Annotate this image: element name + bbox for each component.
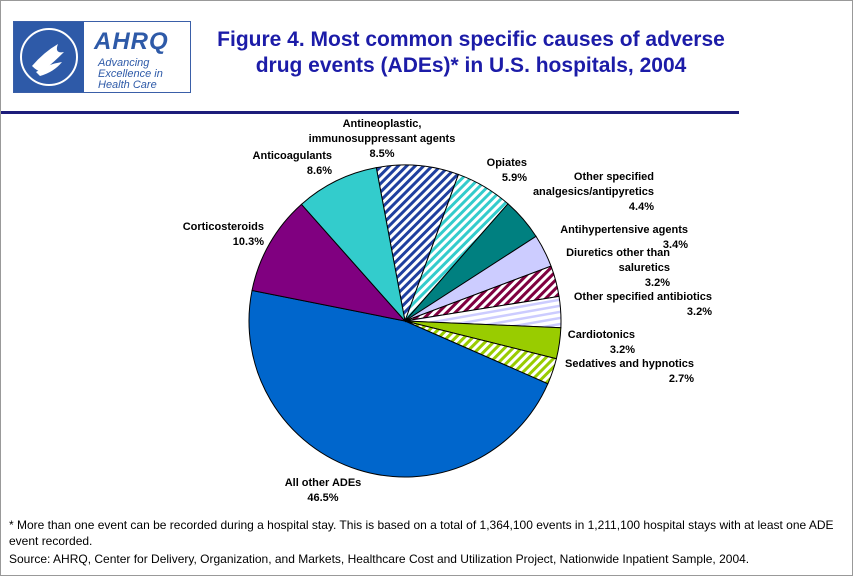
value-label: 2.7% — [668, 373, 694, 385]
pie-slice — [375, 164, 460, 323]
category-label: Sedatives and hypnotics — [565, 358, 694, 370]
pie-slice — [300, 167, 406, 323]
slice-label: Diuretics other than saluretics 3.2% — [551, 246, 670, 291]
value-label: 5.9% — [501, 172, 527, 184]
seal-icon — [20, 28, 78, 86]
value-label: 4.4% — [628, 201, 654, 213]
value-label: 8.5% — [369, 148, 395, 160]
source: Source: AHRQ, Center for Delivery, Organ… — [9, 552, 750, 566]
value-label: 10.3% — [232, 236, 264, 248]
value-label: 3.2% — [609, 344, 635, 356]
slice-label: Antineoplastic, immunosuppressant agents… — [299, 117, 465, 162]
slice-label: Other specified antibiotics 3.2% — [549, 290, 712, 320]
pie-slice — [251, 203, 407, 322]
category-label: Antihypertensive agents — [560, 224, 688, 236]
header-rule — [1, 111, 739, 114]
category-label: Opiates — [486, 157, 527, 169]
logo-name: AHRQ — [94, 28, 169, 55]
value-label: 3.2% — [686, 306, 712, 318]
category-label: Other specified analgesics/antipyretics — [532, 171, 654, 198]
value-label: 3.2% — [644, 277, 670, 289]
value-label: 8.6% — [306, 165, 332, 177]
slice-label: Sedatives and hypnotics 2.7% — [541, 357, 694, 387]
value-label: 46.5% — [307, 492, 339, 504]
footnote: * More than one event can be recorded du… — [9, 518, 834, 548]
slice-label: Opiates 5.9% — [471, 156, 527, 186]
category-label: Other specified antibiotics — [573, 291, 712, 303]
category-label: Corticosteroids — [182, 221, 264, 233]
pie-slice — [248, 289, 549, 478]
slice-label: Corticosteroids 10.3% — [171, 220, 264, 250]
value-label: 3.4% — [662, 239, 688, 251]
hhs-seal — [14, 22, 84, 92]
category-label: Anticoagulants — [252, 150, 332, 162]
slice-label: Cardiotonics 3.2% — [541, 328, 635, 358]
logo-tagline: Advancing Excellence in Health Care — [98, 57, 163, 91]
slice-label: Anticoagulants 8.6% — [236, 149, 332, 179]
logo: AHRQ Advancing Excellence in Health Care — [13, 21, 191, 93]
category-label: Diuretics other than saluretics — [566, 247, 670, 274]
slice-label: Other specified analgesics/antipyretics 4… — [511, 170, 654, 215]
category-label: Antineoplastic, immunosuppressant agents — [308, 118, 456, 145]
category-label: All other ADEs — [284, 477, 362, 489]
category-label: Cardiotonics — [567, 329, 635, 341]
slice-label: All other ADEs 46.5% — [277, 476, 369, 506]
slice-label: Antihypertensive agents 3.4% — [541, 223, 688, 253]
chart-title: Figure 4. Most common specific causes of… — [217, 28, 725, 77]
